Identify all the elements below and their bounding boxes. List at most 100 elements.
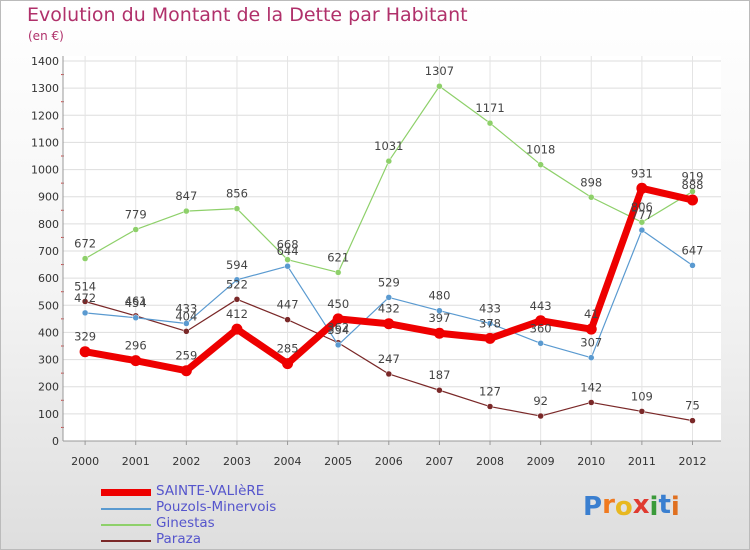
x-tick-label: 2000 bbox=[71, 455, 99, 468]
data-label-sainte-vali-re: 443 bbox=[530, 299, 552, 313]
data-point-paraza bbox=[183, 328, 190, 335]
data-point-paraza bbox=[81, 298, 89, 305]
data-point-ginestas bbox=[537, 161, 544, 168]
plot-area bbox=[63, 56, 721, 441]
data-label-ginestas: 1018 bbox=[526, 143, 555, 157]
proxiti-logo: Proxiti bbox=[583, 490, 680, 522]
data-label-sainte-vali-re: 378 bbox=[479, 316, 501, 330]
x-tick-label: 2001 bbox=[122, 455, 150, 468]
data-point-ginestas bbox=[183, 207, 190, 215]
data-label-paraza: 447 bbox=[277, 298, 299, 312]
chart-title: Evolution du Montant de la Dette par Hab… bbox=[27, 4, 468, 26]
data-point-sainte-vali-re bbox=[180, 365, 192, 377]
data-label-pouzols-minervois: 594 bbox=[226, 258, 248, 272]
x-tick-label: 2007 bbox=[425, 455, 453, 468]
data-label-ginestas: 779 bbox=[125, 208, 147, 222]
logo-letter: o bbox=[614, 492, 633, 522]
logo-letter: r bbox=[602, 490, 615, 520]
data-point-sainte-vali-re bbox=[383, 318, 395, 330]
x-tick-label: 2011 bbox=[628, 455, 656, 468]
x-tick-label: 2009 bbox=[527, 455, 555, 468]
data-point-paraza bbox=[588, 399, 595, 406]
y-tick-label: 500 bbox=[38, 299, 59, 312]
x-tick-label: 2004 bbox=[274, 455, 302, 468]
data-label-sainte-vali-re: 412 bbox=[226, 307, 248, 321]
y-tick-label: 1300 bbox=[31, 82, 59, 95]
legend-label: Ginestas bbox=[156, 515, 215, 531]
data-label-sainte-vali-re: 41 bbox=[584, 307, 599, 321]
data-label-sainte-vali-re: 432 bbox=[378, 302, 400, 316]
data-label-pouzols-minervois: 647 bbox=[682, 243, 704, 257]
data-point-sainte-vali-re bbox=[686, 194, 698, 206]
data-label-sainte-vali-re: 259 bbox=[175, 349, 197, 363]
data-point-ginestas bbox=[233, 205, 241, 212]
data-label-pouzols-minervois: 307 bbox=[580, 336, 602, 350]
data-label-sainte-vali-re: 397 bbox=[428, 311, 450, 325]
data-point-ginestas bbox=[638, 218, 646, 226]
data-label-sainte-vali-re: 296 bbox=[125, 339, 147, 353]
data-label-paraza: 362 bbox=[327, 321, 349, 335]
data-point-sainte-vali-re bbox=[332, 313, 344, 325]
data-point-paraza bbox=[284, 316, 291, 323]
data-label-pouzols-minervois: 360 bbox=[530, 321, 552, 335]
x-tick-label: 2003 bbox=[223, 455, 251, 468]
data-label-ginestas: 806 bbox=[631, 200, 653, 214]
data-point-paraza bbox=[638, 408, 646, 415]
data-point-paraza bbox=[385, 370, 393, 378]
data-label-sainte-vali-re: 329 bbox=[74, 330, 96, 344]
x-tick-label: 2005 bbox=[324, 455, 352, 468]
data-label-ginestas: 1171 bbox=[475, 101, 504, 115]
data-point-paraza bbox=[689, 417, 696, 424]
data-point-sainte-vali-re bbox=[231, 323, 243, 335]
chart-subtitle: (en €) bbox=[28, 29, 64, 43]
logo-letter: i bbox=[649, 492, 659, 522]
logo-letter: i bbox=[670, 492, 680, 522]
data-label-paraza: 461 bbox=[125, 294, 147, 308]
legend-swatch bbox=[101, 489, 151, 496]
data-label-pouzols-minervois: 433 bbox=[479, 301, 501, 315]
data-point-sainte-vali-re bbox=[484, 332, 496, 344]
y-tick-label: 800 bbox=[38, 218, 59, 231]
logo-letter: P bbox=[583, 492, 603, 522]
data-point-pouzols-minervois bbox=[334, 341, 342, 349]
x-tick-label: 2006 bbox=[375, 455, 403, 468]
data-label-ginestas: 1307 bbox=[425, 64, 454, 78]
y-tick-label: 900 bbox=[38, 191, 59, 204]
y-tick-label: 200 bbox=[38, 381, 59, 394]
data-point-paraza bbox=[436, 386, 443, 394]
data-point-ginestas bbox=[334, 269, 342, 276]
x-tick-label: 2010 bbox=[577, 455, 605, 468]
legend-label: Paraza bbox=[156, 531, 201, 547]
data-point-sainte-vali-re bbox=[433, 327, 445, 339]
data-label-ginestas: 898 bbox=[580, 175, 602, 189]
data-label-sainte-vali-re: 450 bbox=[327, 297, 349, 311]
data-point-pouzols-minervois bbox=[486, 320, 494, 327]
data-point-sainte-vali-re bbox=[636, 182, 648, 194]
data-label-ginestas: 919 bbox=[682, 170, 704, 184]
data-point-pouzols-minervois bbox=[233, 276, 241, 284]
y-tick-label: 400 bbox=[38, 326, 59, 339]
data-point-pouzols-minervois bbox=[638, 226, 646, 234]
x-tick-label: 2012 bbox=[678, 455, 706, 468]
data-label-paraza: 247 bbox=[378, 352, 400, 366]
data-point-pouzols-minervois bbox=[689, 262, 696, 269]
y-tick-label: 600 bbox=[38, 272, 59, 285]
data-label-pouzols-minervois: 472 bbox=[74, 291, 96, 305]
y-tick-label: 300 bbox=[38, 354, 59, 367]
data-point-sainte-vali-re bbox=[130, 355, 142, 367]
data-point-pouzols-minervois bbox=[183, 320, 190, 327]
y-tick-label: 100 bbox=[38, 408, 59, 421]
data-point-pouzols-minervois bbox=[385, 294, 393, 301]
data-label-paraza: 109 bbox=[631, 389, 653, 403]
data-point-ginestas bbox=[132, 226, 139, 233]
data-point-sainte-vali-re bbox=[79, 346, 91, 358]
data-label-sainte-vali-re: 931 bbox=[631, 166, 653, 180]
y-tick-label: 1400 bbox=[31, 55, 59, 68]
legend-label: Pouzols-Minervois bbox=[156, 499, 277, 515]
x-tick-label: 2002 bbox=[172, 455, 200, 468]
data-label-paraza: 514 bbox=[74, 279, 96, 293]
data-label-pouzols-minervois: 454 bbox=[125, 296, 147, 310]
data-label-ginestas: 672 bbox=[74, 237, 96, 251]
data-label-paraza: 75 bbox=[685, 399, 700, 413]
